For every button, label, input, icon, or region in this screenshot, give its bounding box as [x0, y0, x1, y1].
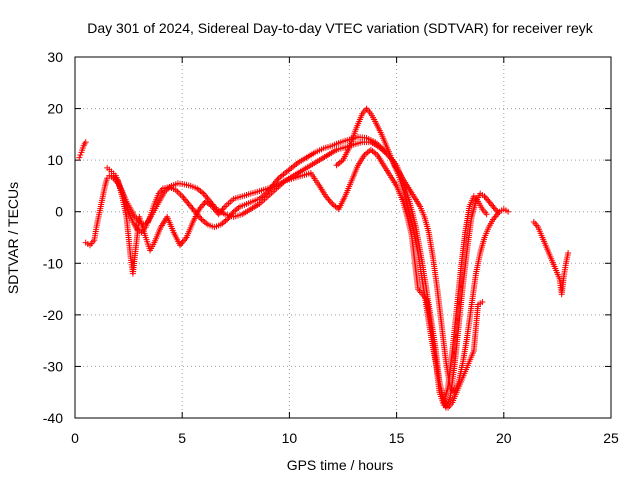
- x-tick-label: 10: [282, 430, 298, 446]
- axis-ticks: 0 5 10 15 20 25 -40 -30 -20 -10 0 10 20 30: [43, 49, 619, 446]
- x-tick-label: 0: [71, 430, 79, 446]
- y-tick-label: -30: [43, 358, 63, 374]
- x-axis-label: GPS time / hours: [287, 457, 394, 473]
- data-points: [76, 105, 572, 411]
- y-axis-label: SDTVAR / TECUs: [5, 182, 21, 294]
- data-point: [82, 139, 89, 146]
- x-tick-label: 15: [389, 430, 405, 446]
- data-point: [479, 298, 486, 305]
- chart-title: Day 301 of 2024, Sidereal Day-to-day VTE…: [87, 20, 593, 36]
- x-tick-label: 20: [496, 430, 512, 446]
- y-tick-label: -20: [43, 307, 63, 323]
- x-tick-label: 5: [178, 430, 186, 446]
- y-tick-label: 10: [47, 152, 63, 168]
- y-tick-label: -10: [43, 255, 63, 271]
- data-point: [77, 151, 84, 158]
- y-tick-label: -40: [43, 410, 63, 426]
- data-point: [505, 208, 512, 215]
- y-tick-label: 30: [47, 49, 63, 65]
- data-point: [565, 249, 572, 256]
- y-tick-label: 0: [55, 204, 63, 220]
- plot-frame: [74, 56, 612, 419]
- data-point: [483, 211, 490, 218]
- x-tick-label: 25: [603, 430, 619, 446]
- y-tick-label: 20: [47, 101, 63, 117]
- data-point: [76, 154, 83, 161]
